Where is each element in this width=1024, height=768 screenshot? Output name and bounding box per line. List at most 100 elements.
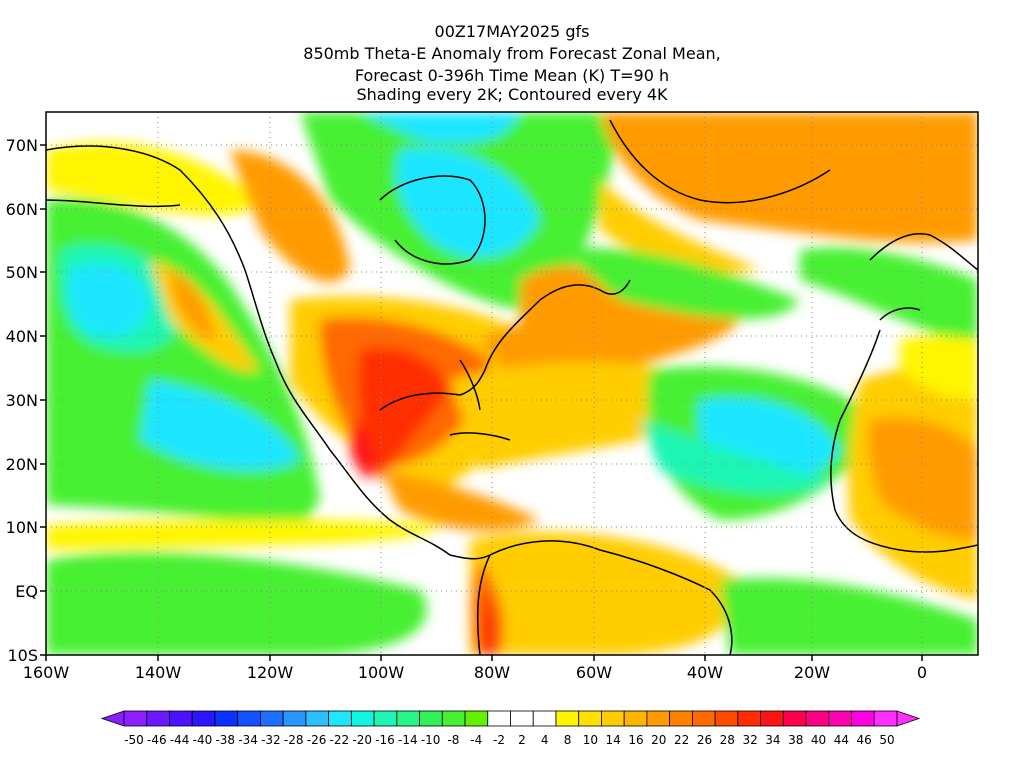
greenland-orange <box>600 112 978 243</box>
sahara-yellow <box>900 335 978 400</box>
colorbar-tick-label: 38 <box>788 733 803 747</box>
gulf-coast <box>379 369 486 411</box>
colorbar-tick-label: -44 <box>170 733 190 747</box>
colorbar-swatch <box>601 710 625 727</box>
latitude-labels: 70N 60N 50N 40N 30N 20N 10N EQ 10S <box>6 136 38 665</box>
colorbar-swatch <box>237 710 261 727</box>
hudson-cyan <box>396 148 540 258</box>
lat-label: 20N <box>6 455 38 474</box>
alaska-coast <box>46 199 181 208</box>
axis-ticks <box>40 144 923 661</box>
gulf-red-core <box>358 347 450 480</box>
lat-label: 10N <box>6 518 38 537</box>
colorbar-swatch <box>191 710 216 727</box>
colorbar-tick-label: 34 <box>765 733 780 747</box>
pacific-orange-blob <box>170 270 215 340</box>
colorbar-tick-label: -32 <box>261 733 281 747</box>
colorbar-swatch <box>532 710 557 727</box>
colorbar-swatch <box>691 710 716 727</box>
colorbar-swatch <box>373 710 398 727</box>
colorbar-swatch <box>350 710 375 727</box>
lat-label: 70N <box>6 136 38 155</box>
colorbar-tick-label: 2 <box>518 733 526 747</box>
title-line-3: Forecast 0-396h Time Mean (K) T=90 h <box>354 66 670 85</box>
colorbar-tick-label: 22 <box>674 733 689 747</box>
lon-label: 160W <box>23 663 70 682</box>
alaska-yellow <box>46 142 260 216</box>
arctic-cyan <box>360 112 520 144</box>
colorbar-tick-label: -26 <box>307 733 327 747</box>
colorbar-swatch <box>441 710 466 727</box>
lon-label: 120W <box>247 663 294 682</box>
africa-orange <box>868 417 978 540</box>
colorbar-labels: -50 -46 -44 -40 -38 -34 -32 -28 -26 -22 -20 -16 -14-… <box>124 733 894 747</box>
south-america-yellow <box>470 532 740 655</box>
colorbar-swatch <box>714 710 739 727</box>
lon-label: 80W <box>474 663 510 682</box>
colorbar-swatch <box>555 710 580 727</box>
atlantic-teal-band <box>640 420 830 494</box>
colorbar-tick-label: 14 <box>606 733 621 747</box>
lon-label: 40W <box>687 663 723 682</box>
gridlines <box>46 112 978 655</box>
pacific-cyan-south <box>140 380 300 471</box>
colorbar-tick-label: -2 <box>493 733 505 747</box>
colorbar-tick-label: -10 <box>421 733 441 747</box>
tropical-pacific-green <box>46 551 427 655</box>
colorbar-swatch <box>123 710 148 727</box>
lat-label: 40N <box>6 327 38 346</box>
colorbar-tick-label: 46 <box>857 733 872 747</box>
colorbar-tick-label: 28 <box>720 733 735 747</box>
colorbar-swatch <box>419 710 443 727</box>
lon-label: 20W <box>794 663 830 682</box>
colorbar-tick-label: -4 <box>470 733 482 747</box>
north-america-coast <box>46 145 491 560</box>
lat-label: 10S <box>7 646 38 665</box>
colorbar-swatch <box>146 710 170 727</box>
colorbar-swatch <box>282 710 307 727</box>
anomaly-shading <box>46 112 978 655</box>
lon-label: 0 <box>917 663 927 682</box>
colorbar-tick-label: -40 <box>193 733 213 747</box>
colorbar-swatch <box>487 710 511 727</box>
colorbar-tick-label: 44 <box>834 733 849 747</box>
greenland-coast <box>609 119 831 204</box>
europe-coast <box>869 233 978 271</box>
colorbar-tick-label: -14 <box>398 733 418 747</box>
colorbar-swatch <box>760 710 784 727</box>
colorbar-swatch <box>260 710 284 727</box>
colorbar-tick-label: -38 <box>215 733 235 747</box>
colorbar-right-arrow <box>896 710 921 727</box>
hudson-bay <box>379 175 486 265</box>
pacific-cyan-core <box>68 263 150 337</box>
florida <box>459 359 481 411</box>
colorbar-tick-label: 16 <box>628 733 643 747</box>
lat-label: 50N <box>6 263 38 282</box>
south-america-west <box>476 554 491 655</box>
andes-red <box>482 590 497 655</box>
atlantic-green-north <box>560 248 800 319</box>
mexico-red <box>348 420 374 480</box>
east-coast <box>484 279 631 371</box>
colorbar-tick-label: -50 <box>124 733 144 747</box>
colorbar-swatch <box>578 710 602 727</box>
colorbar-swatch <box>669 710 693 727</box>
colorbar-swatch <box>328 710 352 727</box>
lat-label: 60N <box>6 200 38 219</box>
colorbar-swatch <box>805 710 830 727</box>
nw-canada-orange <box>230 150 350 283</box>
colorbar-swatch <box>737 710 761 727</box>
greenland-yellow-edge <box>600 180 760 273</box>
title-line-2: 850mb Theta-E Anomaly from Forecast Zona… <box>303 44 721 63</box>
lon-label: 60W <box>576 663 612 682</box>
south-america-coast <box>489 540 733 655</box>
colorbar-tick-label: -20 <box>352 733 372 747</box>
lat-label: 30N <box>6 391 38 410</box>
colorbar-left-arrow <box>100 710 125 727</box>
colorbar-tick-label: -22 <box>330 733 350 747</box>
colorbar-tick-label: 40 <box>811 733 826 747</box>
coastlines <box>46 119 978 655</box>
colorbar-swatch <box>396 710 420 727</box>
longitude-labels: 160W 140W 120W 100W 80W 60W 40W 20W 0 <box>23 663 927 682</box>
